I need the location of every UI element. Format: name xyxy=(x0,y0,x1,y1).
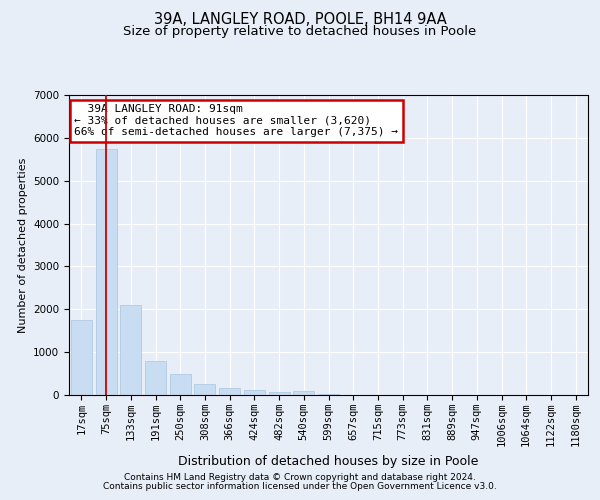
Bar xyxy=(293,391,314,395)
Bar xyxy=(71,320,92,395)
Bar xyxy=(244,390,265,395)
Text: Contains HM Land Registry data © Crown copyright and database right 2024.: Contains HM Land Registry data © Crown c… xyxy=(124,472,476,482)
Bar xyxy=(194,384,215,395)
Bar xyxy=(95,148,116,395)
Bar xyxy=(145,360,166,395)
Bar xyxy=(120,305,141,395)
Text: 39A, LANGLEY ROAD, POOLE, BH14 9AA: 39A, LANGLEY ROAD, POOLE, BH14 9AA xyxy=(154,12,446,28)
Bar xyxy=(170,374,191,395)
Bar xyxy=(219,388,240,395)
Bar xyxy=(269,392,290,395)
Y-axis label: Number of detached properties: Number of detached properties xyxy=(17,158,28,332)
X-axis label: Distribution of detached houses by size in Poole: Distribution of detached houses by size … xyxy=(178,454,479,468)
Text: Size of property relative to detached houses in Poole: Size of property relative to detached ho… xyxy=(124,25,476,38)
Text: 39A LANGLEY ROAD: 91sqm
← 33% of detached houses are smaller (3,620)
66% of semi: 39A LANGLEY ROAD: 91sqm ← 33% of detache… xyxy=(74,104,398,137)
Bar xyxy=(318,394,339,395)
Text: Contains public sector information licensed under the Open Government Licence v3: Contains public sector information licen… xyxy=(103,482,497,491)
